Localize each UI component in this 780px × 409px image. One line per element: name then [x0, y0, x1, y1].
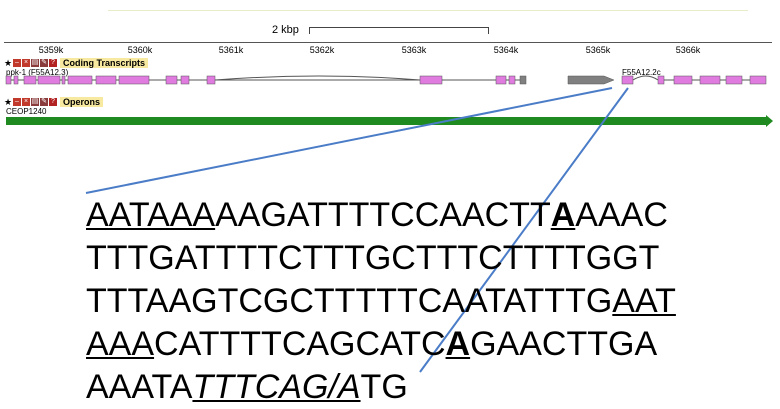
- sequence-line: TTTAAGTCGCTTTTTCAATATTTGAAT: [86, 280, 676, 323]
- config-icon[interactable]: ▤: [31, 58, 39, 67]
- operon-track-header: ★ – × ▤ ✎ ? Operons: [4, 96, 104, 107]
- coordinate-ruler: 5359k 5360k 5361k 5362k 5363k 5364k 5365…: [4, 40, 772, 56]
- help-icon[interactable]: ?: [49, 97, 57, 106]
- sequence-line: AAACATTTTCAGCATCAGAACTTGA: [86, 323, 676, 366]
- gene-label-left[interactable]: ppk-1 (F55A12.3): [6, 68, 69, 77]
- ruler-tick-label: 5362k: [309, 45, 335, 55]
- sequence-segment: AAA: [86, 325, 155, 363]
- scale-label: 2 kbp: [272, 24, 299, 36]
- ruler-axis: [4, 42, 772, 43]
- sequence-segment: CATTTTCAGCATC: [154, 325, 446, 363]
- sequence-segment: GAACTTGA: [470, 325, 658, 363]
- sequence-segment: A: [550, 196, 576, 234]
- minimize-icon[interactable]: –: [13, 58, 21, 67]
- ruler-tick-label: 5364k: [493, 45, 519, 55]
- star-icon[interactable]: ★: [4, 57, 13, 68]
- scale-bar: [309, 27, 489, 35]
- sequence-segment: AAATA: [86, 368, 193, 406]
- sequence-segment: AAGATTTTCCAACTT: [215, 196, 551, 234]
- star-icon[interactable]: ★: [4, 96, 13, 107]
- gene-label-right[interactable]: F55A12.2c: [622, 68, 661, 77]
- top-divider: [108, 10, 748, 11]
- operon-track-title: Operons: [60, 96, 104, 107]
- close-icon[interactable]: ×: [22, 97, 30, 106]
- operon-label[interactable]: CEOP1240: [6, 107, 47, 116]
- help-icon[interactable]: ?: [49, 58, 57, 67]
- sequence-segment: AATAAA: [86, 196, 216, 234]
- edit-icon[interactable]: ✎: [40, 97, 48, 106]
- config-icon[interactable]: ▤: [31, 97, 39, 106]
- operon-arrow: [766, 115, 773, 127]
- minimize-icon[interactable]: –: [13, 97, 21, 106]
- sequence-line: TTTGATTTTCTTTGCTTTCTTTTGGT: [86, 237, 676, 280]
- sequence-line: AAATATTTCAG/ATG: [86, 366, 676, 409]
- sequence-segment: AAAC: [575, 196, 668, 234]
- sequence-segment: TTTAAGTCGCTTTTTCAATATTTG: [86, 282, 613, 320]
- coding-track-title: Coding Transcripts: [60, 57, 149, 68]
- transcript-glyphs[interactable]: [0, 72, 780, 92]
- ruler-tick-label: 5361k: [218, 45, 244, 55]
- sequence-block: AATAAAAAGATTTTCCAACTTAAAAC TTTGATTTTCTTT…: [86, 194, 676, 409]
- ruler-tick-label: 5360k: [127, 45, 153, 55]
- coding-track-header: ★ – × ▤ ✎ ? Coding Transcripts: [4, 57, 149, 68]
- sequence-segment: TTTCAG/A: [192, 368, 361, 406]
- sequence-line: AATAAAAAGATTTTCCAACTTAAAAC: [86, 194, 676, 237]
- ruler-tick-label: 5359k: [38, 45, 64, 55]
- ruler-tick-label: 5366k: [675, 45, 701, 55]
- edit-icon[interactable]: ✎: [40, 58, 48, 67]
- ruler-tick-label: 5365k: [585, 45, 611, 55]
- genome-browser: 2 kbp 5359k 5360k 5361k 5362k 5363k 5364…: [0, 0, 780, 135]
- sequence-segment: TTTGATTTTCTTTGCTTTCTTTTGGT: [86, 239, 660, 277]
- sequence-segment: A: [445, 325, 471, 363]
- close-icon[interactable]: ×: [22, 58, 30, 67]
- sequence-segment: AAT: [612, 282, 676, 320]
- ruler-tick-label: 5363k: [401, 45, 427, 55]
- sequence-segment: TG: [360, 368, 408, 406]
- operon-bar[interactable]: [6, 117, 766, 125]
